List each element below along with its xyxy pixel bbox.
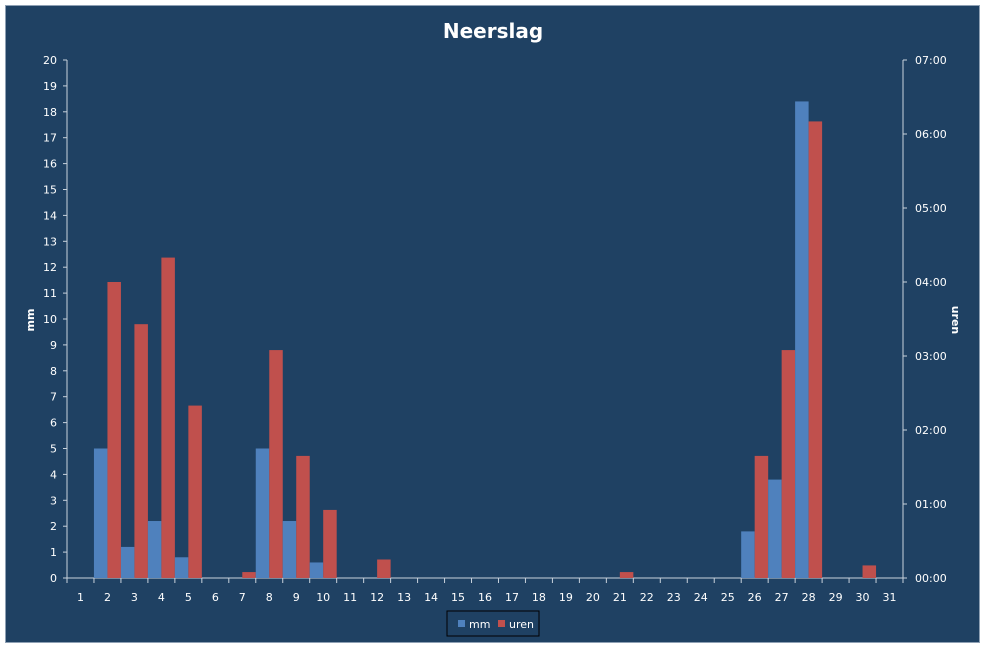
- x-tick-label: 3: [131, 591, 138, 604]
- bar-mm: [282, 521, 297, 578]
- bar-uren: [269, 350, 283, 578]
- bar-uren: [754, 455, 769, 578]
- x-tick-label: 21: [613, 591, 627, 604]
- x-tick-label: 24: [694, 591, 708, 604]
- bar-uren: [619, 572, 634, 578]
- y-right-tick-label: 03:00: [915, 350, 947, 363]
- y-left-tick-label: 2: [50, 520, 57, 533]
- y-left-tick-label: 13: [43, 235, 57, 248]
- x-tick-label: 1: [77, 591, 84, 604]
- chart-title: Neerslag: [443, 19, 543, 43]
- y-left-tick-label: 19: [43, 80, 57, 93]
- x-tick-label: 23: [667, 591, 681, 604]
- x-tick-label: 22: [640, 591, 654, 604]
- bar-uren: [161, 257, 175, 578]
- x-tick-label: 12: [370, 591, 384, 604]
- x-tick-label: 4: [158, 591, 165, 604]
- y-left-tick-label: 4: [50, 468, 57, 481]
- bar-mm: [255, 448, 270, 578]
- bar-uren: [242, 572, 256, 578]
- y-left-tick-label: 12: [43, 261, 57, 274]
- bar-uren: [781, 350, 796, 578]
- x-tick-label: 16: [478, 591, 492, 604]
- bar-mm: [795, 101, 809, 578]
- bar-uren: [862, 565, 877, 578]
- bar-uren: [188, 405, 202, 578]
- x-tick-label: 19: [559, 591, 573, 604]
- x-tick-label: 26: [748, 591, 762, 604]
- x-tick-label: 17: [505, 591, 519, 604]
- y-left-tick-label: 17: [43, 132, 57, 145]
- legend: mm uren: [446, 610, 540, 637]
- bar-mm: [120, 546, 135, 578]
- y-left-tick-label: 18: [43, 106, 57, 119]
- y-left-tick-label: 3: [50, 494, 57, 507]
- x-tick-label: 6: [212, 591, 219, 604]
- y-left-tick-label: 1: [50, 546, 57, 559]
- legend-swatch-uren: [498, 620, 505, 627]
- x-tick-label: 11: [343, 591, 357, 604]
- y-right-tick-label: 04:00: [915, 276, 947, 289]
- x-tick-label: 2: [104, 591, 111, 604]
- y-left-tick-label: 11: [43, 287, 57, 300]
- y-right-tick-label: 00:00: [915, 572, 947, 585]
- x-tick-label: 20: [586, 591, 600, 604]
- legend-label-uren: uren: [509, 618, 534, 631]
- y-left-axis-title: mm: [24, 309, 37, 332]
- bar-uren: [107, 282, 121, 578]
- x-tick-label: 31: [883, 591, 897, 604]
- y-left-tick-label: 16: [43, 158, 57, 171]
- x-tick-label: 9: [293, 591, 300, 604]
- y-right-tick-label: 07:00: [915, 54, 947, 67]
- y-left-tick-label: 14: [43, 209, 57, 222]
- bar-mm: [93, 448, 108, 578]
- y-left-tick-label: 10: [43, 313, 57, 326]
- bars: [93, 101, 877, 579]
- y-left-tick-label: 8: [50, 365, 57, 378]
- y-left-tick-label: 5: [50, 443, 57, 456]
- bar-mm: [174, 557, 189, 578]
- y-right-tick-label: 05:00: [915, 202, 947, 215]
- x-tick-label: 15: [451, 591, 465, 604]
- y-left-tick-label: 15: [43, 184, 57, 197]
- x-tick-label: 25: [721, 591, 735, 604]
- x-tick-label: 28: [802, 591, 816, 604]
- axes: 0123456789101112131415161718192000:0001:…: [24, 54, 962, 604]
- y-left-tick-label: 7: [50, 391, 57, 404]
- bar-uren: [323, 509, 337, 578]
- bar-uren: [296, 455, 310, 578]
- bar-mm: [768, 479, 782, 578]
- legend-swatch-mm: [458, 620, 465, 627]
- y-left-tick-label: 6: [50, 417, 57, 430]
- x-tick-label: 13: [397, 591, 411, 604]
- x-tick-label: 27: [775, 591, 789, 604]
- bar-uren: [808, 121, 823, 579]
- legend-box: [446, 610, 540, 637]
- x-tick-label: 18: [532, 591, 546, 604]
- y-right-axis-title: uren: [949, 306, 962, 335]
- bar-uren: [377, 559, 391, 578]
- x-tick-label: 7: [239, 591, 246, 604]
- legend-label-mm: mm: [469, 618, 490, 631]
- y-left-tick-label: 20: [43, 54, 57, 67]
- x-tick-label: 8: [266, 591, 273, 604]
- x-tick-label: 5: [185, 591, 192, 604]
- y-right-tick-label: 06:00: [915, 128, 947, 141]
- bar-mm: [309, 562, 324, 578]
- x-tick-label: 30: [856, 591, 870, 604]
- x-tick-label: 29: [829, 591, 843, 604]
- y-right-tick-label: 02:00: [915, 424, 947, 437]
- y-left-tick-label: 9: [50, 339, 57, 352]
- bar-mm: [147, 521, 162, 578]
- y-right-tick-label: 01:00: [915, 498, 947, 511]
- bar-uren: [134, 324, 148, 578]
- x-tick-label: 14: [424, 591, 438, 604]
- x-tick-label: 10: [316, 591, 330, 604]
- y-left-tick-label: 0: [50, 572, 57, 585]
- bar-mm: [741, 531, 755, 578]
